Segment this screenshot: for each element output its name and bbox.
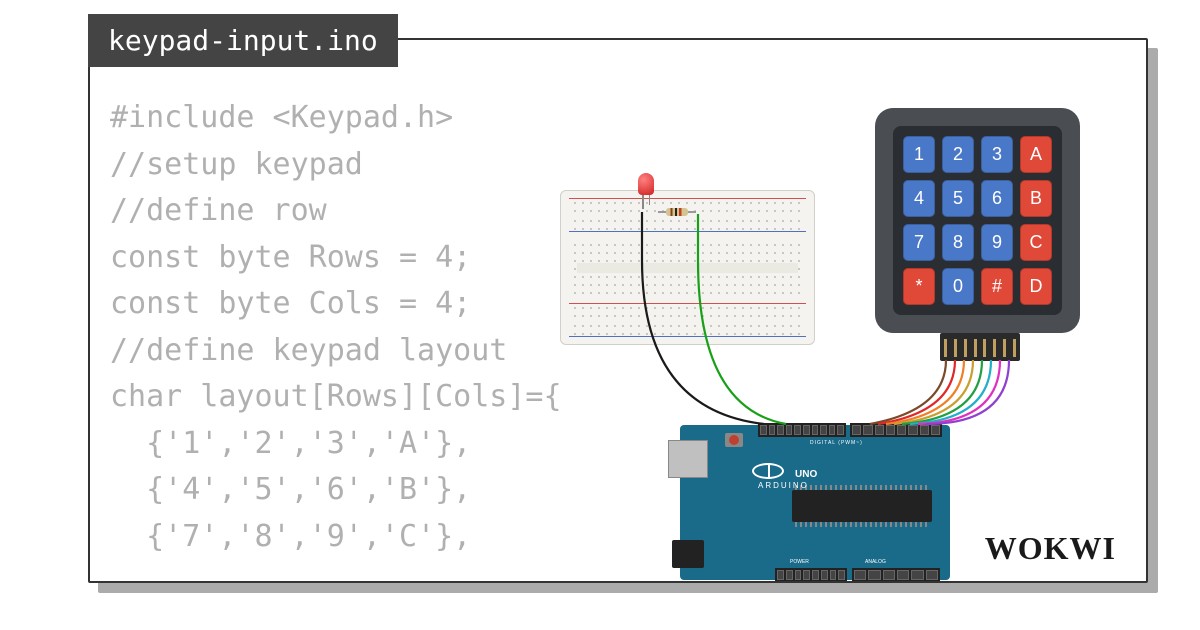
file-title-tab: keypad-input.ino xyxy=(88,14,398,67)
main-card: #include <Keypad.h> //setup keypad //def… xyxy=(88,38,1148,583)
bb-rail-bot-pos xyxy=(569,302,806,320)
arduino-power-jack xyxy=(672,540,704,568)
wire-k1-brown xyxy=(870,360,946,424)
resistor xyxy=(658,208,696,216)
keypad-grid: 123A 456B 789C *0#D xyxy=(893,126,1062,315)
keypad-key-6: 6 xyxy=(981,180,1013,217)
arduino-label-digital: DIGITAL (PWM~) xyxy=(810,440,863,446)
arduino-usb-port xyxy=(668,440,708,478)
keypad-key-7: 7 xyxy=(903,224,935,261)
keypad-key-4: 4 xyxy=(903,180,935,217)
wire-k4-gold xyxy=(894,360,973,424)
wire-k5-green2 xyxy=(902,360,982,424)
keypad-4x4: 123A 456B 789C *0#D xyxy=(875,108,1080,333)
arduino-label-uno: UNO xyxy=(795,469,817,480)
keypad-key-1: 1 xyxy=(903,136,935,173)
keypad-connector xyxy=(940,333,1020,361)
arduino-header-digital-high xyxy=(758,423,846,437)
keypad-key-8: 8 xyxy=(942,224,974,261)
arduino-header-power xyxy=(775,568,847,582)
keypad-key-3: 3 xyxy=(981,136,1013,173)
arduino-uno: DIGITAL (PWM~) UNO ARDUINO POWER ANALOG xyxy=(680,425,950,580)
circuit-diagram: 123A 456B 789C *0#D xyxy=(540,100,1140,580)
bb-rail-top-neg xyxy=(569,215,806,233)
wire-k3-orange xyxy=(886,360,964,424)
keypad-key-2: 2 xyxy=(942,136,974,173)
keypad-key-C: C xyxy=(1020,224,1052,261)
wokwi-logo: WOKWI xyxy=(985,530,1116,567)
keypad-key-#: # xyxy=(981,268,1013,305)
arduino-label-analog: ANALOG xyxy=(865,559,886,565)
code-panel: #include <Keypad.h> //setup keypad //def… xyxy=(110,95,540,560)
keypad-key-A: A xyxy=(1020,136,1052,173)
bb-middle-area xyxy=(569,239,806,296)
wire-k8-violet xyxy=(926,360,1009,424)
led-red xyxy=(638,173,654,195)
wire-k7-magenta xyxy=(918,360,1000,424)
arduino-label-power: POWER xyxy=(790,559,809,565)
arduino-logo-icon xyxy=(752,463,784,479)
arduino-reset-button xyxy=(725,433,743,447)
wire-k6-cyan xyxy=(910,360,991,424)
keypad-key-D: D xyxy=(1020,268,1052,305)
keypad-key-5: 5 xyxy=(942,180,974,217)
bb-rail-bot-neg xyxy=(569,320,806,338)
arduino-label-brand: ARDUINO xyxy=(758,481,809,490)
arduino-header-digital-low xyxy=(850,423,942,437)
arduino-atmega-chip xyxy=(792,490,932,522)
keypad-key-9: 9 xyxy=(981,224,1013,261)
arduino-header-analog xyxy=(852,568,940,582)
keypad-key-B: B xyxy=(1020,180,1052,217)
keypad-key-*: * xyxy=(903,268,935,305)
wire-k2-red xyxy=(878,360,955,424)
keypad-key-0: 0 xyxy=(942,268,974,305)
